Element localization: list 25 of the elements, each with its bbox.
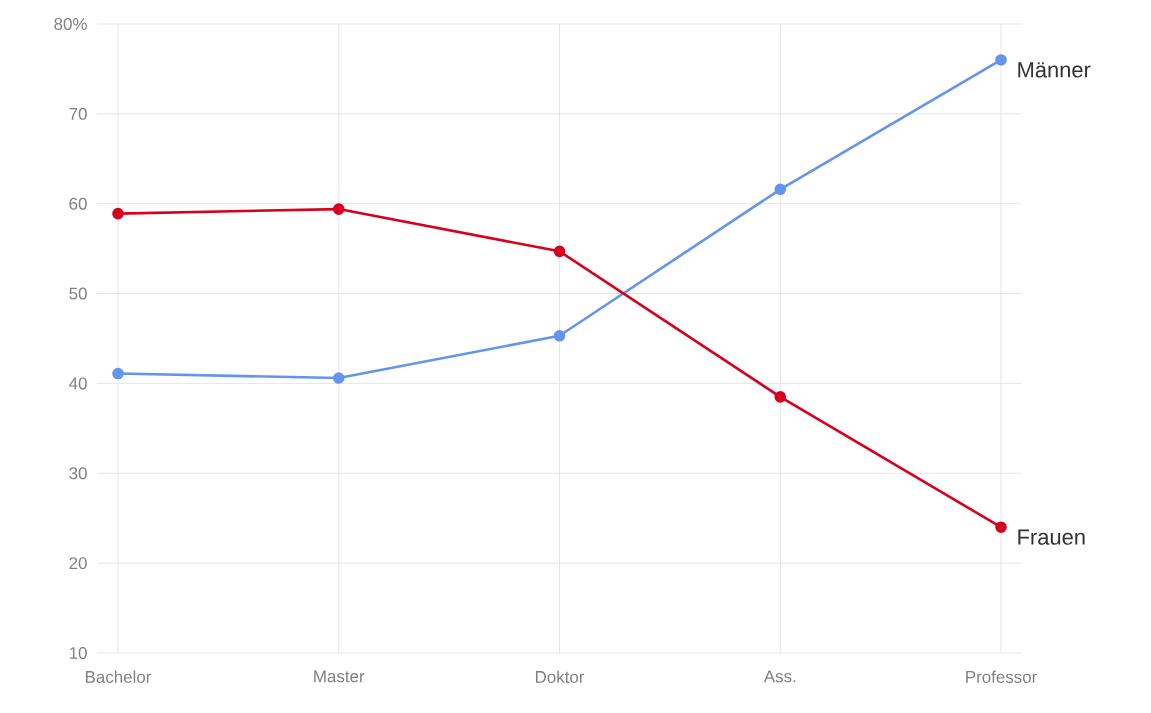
point xyxy=(332,203,345,215)
x-tick-label: Master xyxy=(314,670,365,683)
series-label: Männer xyxy=(1018,62,1091,78)
point xyxy=(774,391,787,403)
point xyxy=(774,183,787,196)
x-tick-label: Bachelor xyxy=(85,670,152,683)
y-tick-label: 10 xyxy=(69,646,87,659)
y-tick-label: 30 xyxy=(69,467,87,480)
point xyxy=(995,54,1007,66)
y-tick-label: 80% xyxy=(54,17,87,30)
point xyxy=(332,372,345,384)
y-tick-label: 60 xyxy=(69,197,87,210)
x-tick-label: Professor xyxy=(966,670,1037,683)
point xyxy=(553,245,566,258)
point xyxy=(112,207,124,220)
x-tick-label: Doktor xyxy=(535,670,585,683)
series-label: Frauen xyxy=(1018,529,1085,545)
y-tick-label: 20 xyxy=(69,557,87,570)
y-tick-label: 50 xyxy=(69,287,87,300)
x-tick-label: Ass. xyxy=(763,670,796,683)
point xyxy=(995,521,1007,533)
point xyxy=(112,367,124,380)
point xyxy=(553,329,566,342)
y-tick-label: 70 xyxy=(69,107,87,120)
y-tick-label: 40 xyxy=(69,377,87,390)
